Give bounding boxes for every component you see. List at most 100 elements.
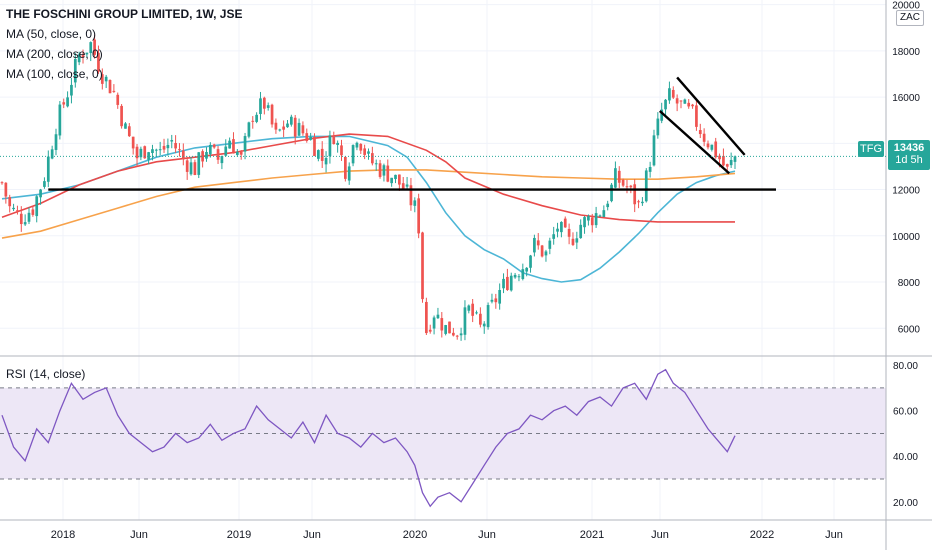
- candle-body: [278, 129, 282, 131]
- candle-body: [93, 39, 96, 55]
- rsi-axis[interactable]: 20.00 40.00 60.00 80.00: [893, 361, 918, 509]
- candle-body: [124, 123, 127, 129]
- candle-body: [151, 149, 154, 154]
- candle-body: [320, 148, 324, 161]
- candle-body: [436, 314, 440, 319]
- candle-body: [255, 114, 258, 122]
- candle-body: [347, 166, 351, 181]
- time-tick-label: 2021: [580, 529, 604, 541]
- candle-body: [413, 200, 417, 206]
- candle-body: [405, 184, 409, 187]
- candle-body: [386, 165, 390, 182]
- candle-body: [506, 276, 509, 290]
- price-tick-label: 18000: [892, 47, 920, 58]
- candle-body: [23, 222, 27, 225]
- candle-body: [147, 152, 150, 160]
- candle-body: [398, 174, 401, 185]
- ma50-legend[interactable]: MA (50, close, 0): [6, 26, 96, 42]
- candle-body: [66, 97, 69, 107]
- candle-body: [270, 104, 274, 125]
- candle-body: [648, 166, 652, 172]
- candle-body: [108, 80, 112, 94]
- candle-body: [691, 104, 694, 107]
- candle-body: [452, 332, 455, 336]
- candle-body: [181, 150, 185, 160]
- candle-body: [560, 221, 563, 233]
- candle-body: [62, 102, 66, 105]
- ma100-label: MA (100, close, 0): [6, 67, 103, 81]
- rsi-series-line[interactable]: [1, 368, 736, 508]
- candle-body: [332, 136, 336, 145]
- candle-body: [31, 209, 35, 215]
- bar-countdown: 1d 5h: [895, 154, 923, 166]
- candle-body: [274, 122, 278, 130]
- time-tick-label: Jun: [303, 529, 321, 541]
- candle-body: [378, 163, 382, 177]
- candle-body: [185, 160, 189, 172]
- currency-label[interactable]: ZAC: [896, 10, 924, 26]
- candle-body: [633, 184, 637, 205]
- candle-body: [193, 162, 197, 175]
- candle-body: [309, 136, 312, 140]
- candle-body: [382, 165, 386, 176]
- ma200-label: MA (200, close, 0): [6, 47, 103, 61]
- candle-body: [718, 155, 721, 160]
- time-tick-label: 2022: [750, 529, 774, 541]
- chart-title[interactable]: THE FOSCHINI GROUP LIMITED, 1W, JSE: [6, 7, 243, 21]
- ma200-legend[interactable]: MA (200, close, 0): [6, 46, 103, 62]
- candle-body: [104, 76, 108, 82]
- candle-body: [644, 170, 648, 202]
- candle-body: [135, 146, 139, 159]
- wedge-lower-trendline[interactable]: [658, 110, 731, 175]
- candle-body: [394, 174, 397, 180]
- last-price-tag[interactable]: 13436 1d 5h: [888, 140, 930, 170]
- candle-body: [289, 116, 293, 125]
- candle-body: [297, 122, 301, 136]
- candle-body: [567, 228, 571, 237]
- rsi-legend[interactable]: RSI (14, close): [6, 366, 85, 382]
- candle-body: [305, 133, 309, 141]
- candle-body: [440, 318, 444, 331]
- candle-body: [100, 74, 104, 84]
- candle-body: [0, 182, 4, 184]
- time-tick-label: Jun: [478, 529, 496, 541]
- candle-body: [509, 275, 513, 291]
- candle-body: [293, 117, 297, 137]
- candle-body: [479, 313, 482, 325]
- price-tick-label: 20000: [892, 1, 920, 12]
- candle-body: [228, 140, 231, 149]
- candle-body: [671, 89, 675, 98]
- candle-body: [606, 203, 610, 208]
- candle-body: [529, 255, 532, 268]
- candle-body: [39, 189, 42, 198]
- candles: [0, 34, 737, 341]
- candle-body: [89, 42, 93, 54]
- candle-body: [409, 185, 413, 206]
- candle-body: [498, 289, 502, 304]
- symbol-tag[interactable]: TFG: [858, 141, 884, 157]
- candle-body: [698, 130, 702, 135]
- candle-body: [706, 143, 710, 148]
- candle-body: [205, 151, 208, 159]
- ma200-line[interactable]: [1, 169, 736, 239]
- trend-drawings: [48, 76, 776, 191]
- candle-body: [536, 240, 540, 246]
- time-axis[interactable]: 2018 Jun 2019 Jun 2020 Jun 2021 Jun 2022 Jun: [51, 529, 843, 541]
- candle-body: [235, 151, 239, 155]
- ma100-legend[interactable]: MA (100, close, 0): [6, 66, 103, 82]
- candle-body: [710, 144, 714, 150]
- candle-body: [301, 125, 305, 134]
- candle-body: [208, 144, 212, 155]
- candle-body: [367, 151, 370, 154]
- candle-body: [4, 182, 8, 197]
- price-tick-label: 6000: [898, 324, 921, 335]
- wedge-upper-trendline[interactable]: [676, 76, 746, 156]
- candle-body: [455, 335, 459, 337]
- candle-body: [417, 198, 421, 234]
- candle-body: [313, 136, 316, 157]
- candle-body: [324, 157, 328, 165]
- ma100-line[interactable]: [1, 133, 735, 223]
- candle-body: [81, 55, 85, 58]
- candle-body: [610, 184, 613, 202]
- candle-body: [77, 54, 81, 63]
